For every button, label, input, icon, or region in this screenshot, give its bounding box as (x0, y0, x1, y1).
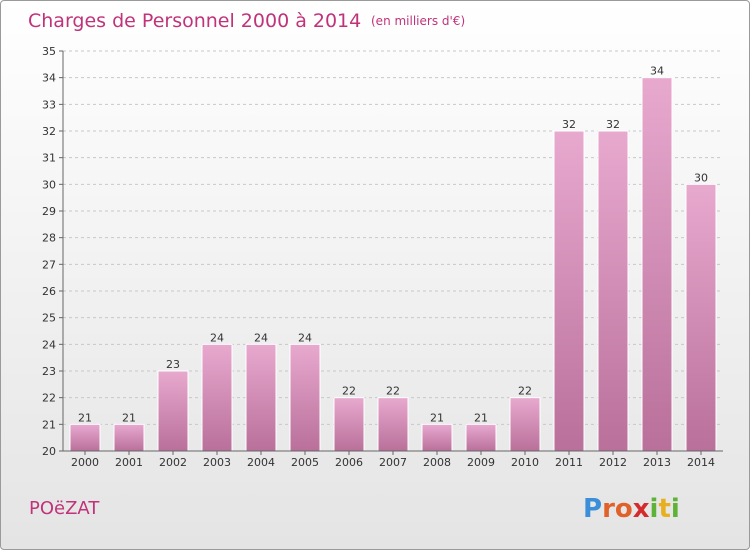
logo-letter: t (658, 494, 670, 524)
x-tick-label: 2000 (71, 456, 99, 469)
value-label-2013: 34 (650, 65, 664, 78)
chart-subtitle: (en milliers d'€) (371, 14, 465, 28)
bar-2008 (421, 423, 453, 452)
chart-title: Charges de Personnel 2000 à 2014 (28, 10, 361, 32)
x-tick-label: 2005 (291, 456, 319, 469)
bar-2001 (113, 423, 145, 452)
y-tick-label: 29 (42, 205, 56, 218)
value-label-2004: 24 (254, 331, 268, 344)
value-label-2014: 30 (694, 171, 708, 184)
bar-2002 (157, 370, 189, 452)
x-tick-label: 2014 (687, 456, 715, 469)
y-tick-label: 27 (42, 258, 56, 271)
x-tick-label: 2007 (379, 456, 407, 469)
y-tick-label: 25 (42, 312, 56, 325)
bar-2006 (333, 397, 365, 452)
bars: 21 21 23 24 24 24 22 22 21 21 22 32 32 34 30 (69, 65, 717, 452)
x-tick-label: 2010 (511, 456, 539, 469)
y-tick-label: 26 (42, 285, 56, 298)
logo-letter: o (615, 494, 633, 524)
x-tick-label: 2011 (555, 456, 583, 469)
x-tick-label: 2009 (467, 456, 495, 469)
y-tick-label: 31 (42, 152, 56, 165)
bar-2014 (685, 183, 717, 452)
value-label-2002: 23 (166, 358, 180, 371)
logo-letter: i (650, 494, 659, 524)
logo-letter: P (583, 494, 602, 524)
x-tick-label: 2013 (643, 456, 671, 469)
y-tick-label: 33 (42, 98, 56, 111)
value-label-2012: 32 (606, 118, 620, 131)
proxiti-logo: Proxiti (583, 494, 680, 524)
value-label-2011: 32 (562, 118, 576, 131)
logo-letter: r (602, 494, 615, 524)
y-tick-label: 30 (42, 178, 56, 191)
x-axis: 2000 2001 2002 2003 2004 2005 2006 2007 2008 2009… (63, 450, 723, 469)
value-label-2008: 21 (430, 411, 444, 424)
value-label-2000: 21 (78, 411, 92, 424)
x-tick-label: 2004 (247, 456, 275, 469)
value-label-2010: 22 (518, 385, 532, 398)
value-label-2003: 24 (210, 331, 224, 344)
value-label-2009: 21 (474, 411, 488, 424)
y-tick-label: 34 (42, 72, 56, 85)
y-tick-label: 23 (42, 365, 56, 378)
logo-letter: i (671, 494, 680, 524)
value-label-2001: 21 (122, 411, 136, 424)
y-tick-label: 35 (42, 45, 56, 58)
value-label-2006: 22 (342, 385, 356, 398)
bar-2011 (553, 130, 585, 452)
y-tick-label: 32 (42, 125, 56, 138)
bar-2010 (509, 397, 541, 452)
value-label-2005: 24 (298, 331, 312, 344)
bar-2005 (289, 343, 321, 452)
y-tick-label: 21 (42, 418, 56, 431)
x-tick-label: 2003 (203, 456, 231, 469)
bar-2012 (597, 130, 629, 452)
x-tick-label: 2002 (159, 456, 187, 469)
logo-letter: x (633, 494, 650, 524)
x-tick-label: 2006 (335, 456, 363, 469)
y-tick-label: 22 (42, 392, 56, 405)
bar-2004 (245, 343, 277, 452)
bar-2009 (465, 423, 497, 452)
y-tick-label: 28 (42, 232, 56, 245)
bar-2000 (69, 423, 101, 452)
value-label-2007: 22 (386, 385, 400, 398)
bar-2013 (641, 77, 673, 452)
y-axis: 20 21 22 23 24 25 26 27 28 29 30 31 32 33 34 35 (42, 45, 64, 458)
y-tick-label: 24 (42, 338, 56, 351)
x-tick-label: 2012 (599, 456, 627, 469)
x-tick-label: 2008 (423, 456, 451, 469)
commune-name: POëZAT (29, 498, 100, 519)
bar-2007 (377, 397, 409, 452)
bar-2003 (201, 343, 233, 452)
x-tick-label: 2001 (115, 456, 143, 469)
y-tick-label: 20 (42, 445, 56, 458)
